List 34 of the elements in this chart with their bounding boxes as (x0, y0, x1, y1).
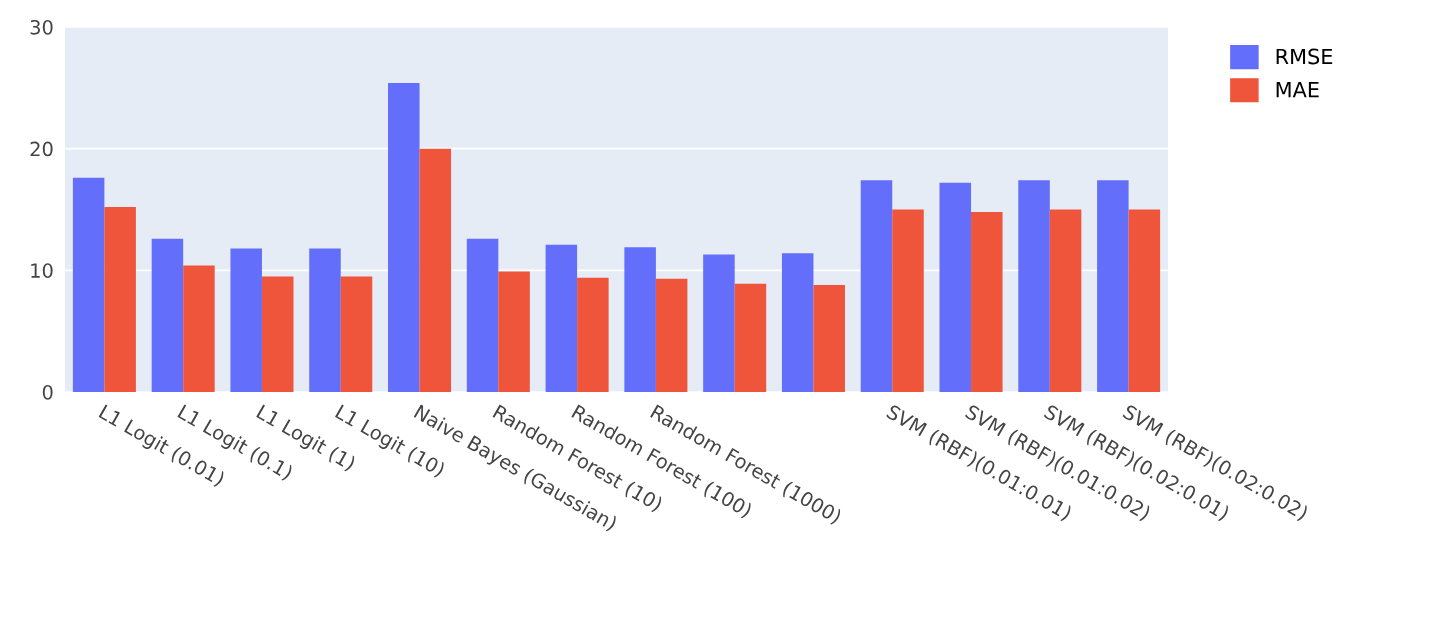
y-tick-label: 30 (30, 19, 53, 35)
bar (1049, 209, 1082, 392)
bar (624, 247, 656, 392)
bar (419, 148, 452, 392)
bar (577, 277, 609, 392)
bar (1018, 180, 1050, 392)
bar (309, 248, 341, 392)
bar (183, 265, 215, 392)
bar (104, 207, 136, 392)
bar (655, 278, 688, 392)
bar (466, 238, 499, 392)
bar (498, 271, 530, 392)
bar (860, 180, 893, 392)
bar (545, 244, 578, 392)
bar (151, 238, 184, 392)
bar (734, 283, 767, 392)
y-tick-label: 20 (30, 141, 53, 157)
bar (230, 248, 262, 392)
y-tick-label: 0 (42, 384, 53, 400)
bar (261, 276, 294, 392)
bar (939, 182, 972, 392)
bar (971, 211, 1003, 392)
bar (1097, 180, 1129, 392)
bar (703, 254, 735, 392)
bar (388, 82, 420, 392)
legend-label: RMSE (1276, 48, 1333, 65)
bar (340, 276, 373, 392)
bar (1128, 209, 1161, 392)
y-tick-label: 10 (31, 263, 53, 278)
bar (892, 209, 924, 392)
legend-label: MAE (1276, 82, 1319, 98)
bar (781, 253, 814, 392)
bar (813, 284, 845, 392)
bar (72, 177, 105, 392)
